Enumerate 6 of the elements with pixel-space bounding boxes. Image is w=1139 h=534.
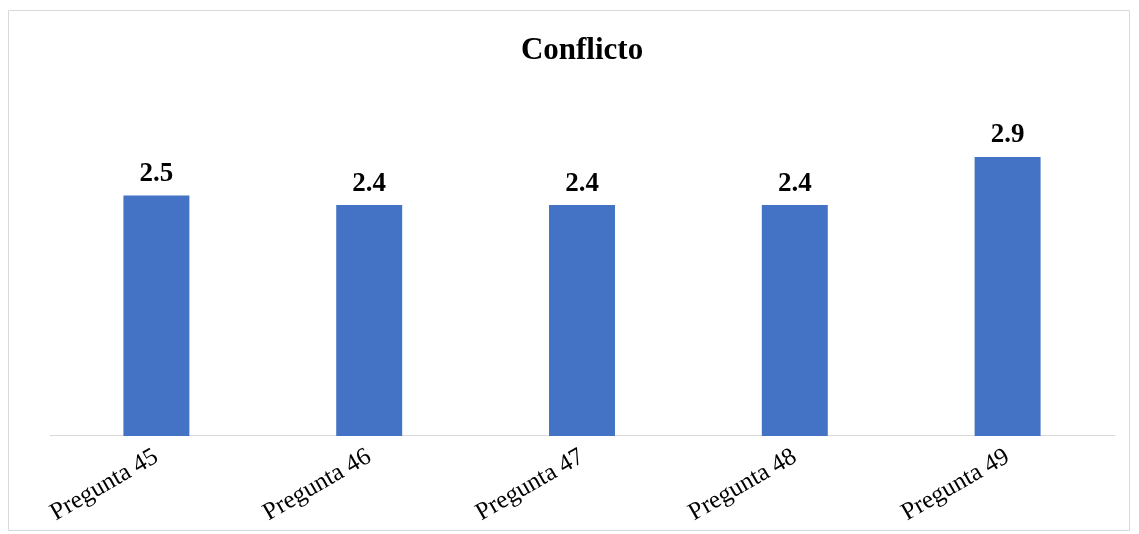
data-label: 2.4 bbox=[777, 166, 812, 197]
data-label: 2.9 bbox=[990, 118, 1025, 149]
data-label: 2.4 bbox=[565, 166, 599, 197]
data-label: 2.5 bbox=[139, 156, 174, 187]
chart-title: Conflicto bbox=[520, 30, 644, 66]
data-label: 2.4 bbox=[352, 166, 387, 197]
